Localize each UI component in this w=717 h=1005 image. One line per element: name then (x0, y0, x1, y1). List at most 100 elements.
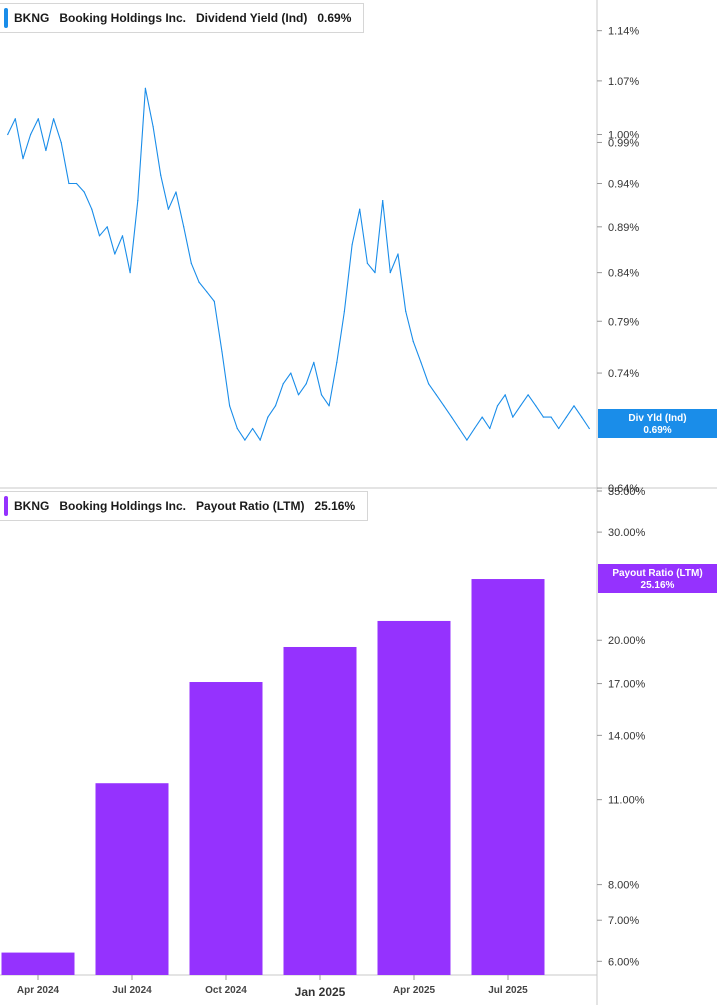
x-tick-label: Jan 2025 (295, 985, 346, 999)
payout-bar (95, 783, 169, 975)
yield-point (374, 272, 376, 274)
yield-point (267, 416, 269, 418)
yield-tick-label: 0.99% (608, 137, 639, 149)
yield-point (160, 174, 162, 176)
payout-legend-value: 25.16% (314, 499, 356, 513)
yield-point (137, 200, 139, 202)
yield-point (420, 361, 422, 363)
yield-tick-label: 0.79% (608, 316, 639, 328)
yield-point (504, 394, 506, 396)
payout-legend-metric: Payout Ratio (LTM) (196, 499, 305, 513)
yield-point (550, 416, 552, 418)
x-tick-label: Oct 2024 (205, 985, 247, 996)
payout-tick-label: 35.00% (608, 486, 646, 498)
x-tick-label: Apr 2024 (17, 985, 60, 996)
payout-badge-bg (598, 564, 717, 593)
payout-tick-label: 14.00% (608, 730, 646, 742)
yield-point (114, 253, 116, 255)
yield-point (129, 272, 131, 274)
yield-legend-company: Booking Holdings Inc. (59, 11, 187, 25)
payout-tick-label: 17.00% (608, 679, 646, 691)
yield-point (60, 141, 62, 144)
payout-bar (471, 579, 545, 975)
x-tick-label: Apr 2025 (393, 985, 436, 996)
yield-legend[interactable]: BKNG Booking Holdings Inc. Dividend Yiel… (0, 3, 365, 33)
payout-ratio-plot (1, 579, 545, 975)
yield-point (588, 427, 590, 430)
payout-bar (189, 682, 263, 975)
dividend-yield-plot (7, 87, 590, 441)
yield-point (22, 158, 24, 160)
yield-point (435, 394, 437, 396)
yield-point (389, 272, 391, 274)
yield-point (213, 300, 215, 302)
yield-point (428, 383, 430, 385)
yield-tick-label: 0.64% (608, 483, 639, 495)
yield-point (75, 182, 78, 185)
yield-point (458, 427, 460, 430)
yield-point (274, 405, 277, 407)
yield-point (152, 126, 154, 128)
yield-point (244, 439, 246, 441)
yield-point (397, 253, 399, 255)
yield-point (313, 361, 315, 363)
yield-point (581, 416, 583, 418)
yield-point (30, 133, 32, 136)
yield-point (91, 208, 93, 210)
yield-point (527, 394, 529, 396)
payout-legend-swatch (4, 496, 8, 516)
yield-point (83, 191, 85, 193)
yield-point (519, 405, 522, 407)
dividend-yield-line (7, 87, 590, 441)
payout-bar (377, 620, 451, 975)
yield-legend-swatch (4, 8, 8, 28)
yield-point (282, 383, 284, 385)
payout-badge-value: 25.16% (641, 580, 675, 591)
yield-point (473, 427, 476, 430)
yield-tick-label: 0.74% (608, 368, 639, 380)
yield-point (175, 191, 177, 193)
yield-point (7, 133, 9, 136)
yield-point (481, 416, 483, 418)
yield-point (542, 416, 545, 418)
yield-point (236, 427, 238, 430)
yield-point (206, 291, 208, 293)
yield-point (297, 394, 300, 396)
yield-point (252, 427, 254, 430)
yield-point (512, 416, 514, 418)
yield-point (328, 405, 330, 407)
payout-tick-label: 30.00% (608, 527, 646, 539)
yield-badge-value: 0.69% (643, 425, 671, 436)
yield-badge-bg (598, 409, 717, 438)
yield-point (366, 262, 368, 264)
yield-point (121, 235, 124, 237)
yield-point (98, 235, 101, 237)
yield-tick-label: 1.14% (608, 26, 639, 38)
yield-point (466, 439, 468, 441)
yield-point (558, 427, 560, 430)
payout-legend-ticker: BKNG (14, 499, 50, 513)
yield-point (229, 405, 231, 407)
yield-point (405, 310, 407, 312)
yield-tick-label: 0.94% (608, 179, 639, 191)
payout-badge-label: Payout Ratio (LTM) (612, 568, 702, 579)
payout-tick-label: 20.00% (608, 635, 646, 647)
payout-tick-label: 7.00% (608, 915, 639, 927)
yield-point (167, 208, 169, 210)
payout-tick-label: 8.00% (608, 880, 639, 892)
yield-point (443, 405, 445, 407)
yield-point (535, 405, 537, 407)
yield-point (37, 118, 39, 120)
yield-point (45, 149, 47, 152)
yield-legend-ticker: BKNG (14, 11, 50, 25)
yield-point (573, 405, 575, 407)
yield-point (351, 244, 353, 246)
yield-point (221, 351, 223, 353)
payout-tick-label: 11.00% (608, 795, 645, 807)
yield-point (451, 416, 453, 418)
yield-point (190, 262, 192, 264)
yield-tick-label: 0.89% (608, 222, 639, 234)
payout-legend[interactable]: BKNG Booking Holdings Inc. Payout Ratio … (0, 491, 369, 521)
yield-point (496, 405, 499, 407)
yield-point (565, 416, 568, 418)
